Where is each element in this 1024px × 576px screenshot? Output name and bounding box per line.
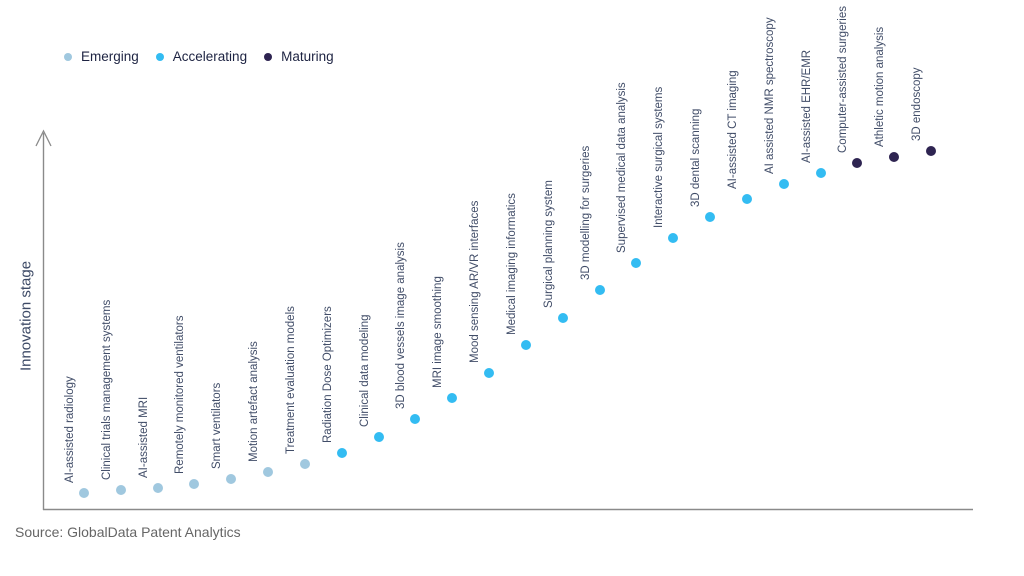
data-point xyxy=(557,312,568,323)
data-point-label: AI-assisted CT imaging xyxy=(726,70,739,190)
source-text: Source: GlobalData Patent Analytics xyxy=(15,524,241,540)
data-point-label: MRI image smoothing xyxy=(432,276,445,388)
data-point xyxy=(336,447,347,458)
legend-item-emerging: Emerging xyxy=(64,49,139,65)
data-point xyxy=(889,151,900,162)
data-point-label: Radiation Dose Optimizers xyxy=(321,306,334,443)
data-point-label: AI-assisted radiology xyxy=(64,376,76,484)
accelerating-dot-icon xyxy=(155,53,164,61)
data-point xyxy=(631,257,642,268)
data-point-label: Medical imaging informatics xyxy=(505,193,518,336)
data-point xyxy=(594,285,605,296)
data-point xyxy=(152,482,163,493)
data-point xyxy=(668,233,679,244)
data-point-label: Treatment evaluation models xyxy=(284,306,297,454)
data-point-label: 3D dental scanning xyxy=(690,108,703,208)
data-point xyxy=(79,488,89,499)
data-point xyxy=(447,392,458,403)
data-point xyxy=(778,178,789,189)
emerging-dot-icon xyxy=(64,53,72,61)
data-point-label: Athletic motion analysis xyxy=(874,26,887,147)
data-point-label: Interactive surgical systems xyxy=(653,86,666,229)
data-point-label: Remotely monitored ventilators xyxy=(174,315,187,474)
data-point-label: Motion artefact analysis xyxy=(248,341,261,463)
legend-label-accelerating: Accelerating xyxy=(172,49,248,64)
data-point-label: Supervised medical data analysis xyxy=(616,82,629,253)
data-point xyxy=(705,212,716,223)
maturing-dot-icon xyxy=(264,53,273,61)
data-point-label: Computer-assisted surgeries xyxy=(837,5,850,153)
legend: Emerging Accelerating Maturing xyxy=(64,49,334,65)
data-point xyxy=(373,432,384,443)
legend-item-maturing: Maturing xyxy=(264,49,334,65)
legend-label-maturing: Maturing xyxy=(281,49,334,64)
data-point xyxy=(115,485,126,496)
data-point xyxy=(852,157,863,168)
data-point-label: 3D endoscopy xyxy=(911,67,924,142)
data-point-label: AI-assisted EHR/EMR xyxy=(800,49,813,163)
data-point-label: Clinical data modeling xyxy=(358,314,371,428)
data-point-label: 3D modelling for surgeries xyxy=(579,145,592,281)
data-point-label: Mood sensing AR/VR interfaces xyxy=(469,200,482,363)
data-point xyxy=(520,340,531,351)
data-point xyxy=(226,474,237,485)
data-point xyxy=(484,367,495,378)
legend-item-accelerating: Accelerating xyxy=(155,49,248,65)
data-point xyxy=(815,167,826,178)
data-point xyxy=(410,413,421,424)
data-point-label: Smart ventilators xyxy=(211,382,224,470)
legend-label-emerging: Emerging xyxy=(81,49,139,64)
data-point-label: Surgical planning system xyxy=(542,180,555,308)
y-axis-arrow-icon xyxy=(35,129,52,147)
data-point xyxy=(189,478,200,489)
data-point xyxy=(263,467,274,478)
data-point-label: 3D blood vessels image analysis xyxy=(395,242,408,409)
data-point xyxy=(299,458,310,469)
data-point-label: Clinical trials management systems xyxy=(100,299,113,481)
data-point xyxy=(741,194,752,205)
data-point xyxy=(926,146,937,157)
data-point-label: AI assisted NMR spectroscopy xyxy=(763,17,776,174)
data-point-label: AI-assisted MRI xyxy=(137,396,150,478)
